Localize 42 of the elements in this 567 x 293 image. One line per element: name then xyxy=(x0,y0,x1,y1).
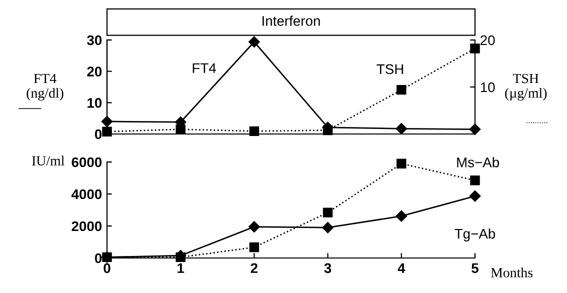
y2-tick-label: 20 xyxy=(480,35,495,46)
point xyxy=(396,210,408,222)
point xyxy=(469,190,481,202)
point xyxy=(102,126,112,137)
series-label: FT4 xyxy=(192,63,216,73)
point xyxy=(469,124,481,135)
y-axis-title: FT4 (ng/dl) xyxy=(26,74,64,101)
point xyxy=(248,36,260,48)
y-tick-label: 0 xyxy=(94,253,102,264)
series-label: Tg−Ab xyxy=(454,228,496,242)
x-tick-label: 4 xyxy=(398,263,406,273)
point xyxy=(396,84,406,95)
y-tick-label: 2000 xyxy=(72,221,102,232)
x-axis-title: Months xyxy=(490,268,533,278)
y-tick-label: 4000 xyxy=(71,189,102,200)
point xyxy=(470,176,480,186)
x-tick-label: 1 xyxy=(178,263,184,273)
point xyxy=(248,221,260,232)
text: Interferon xyxy=(262,16,320,26)
point xyxy=(249,242,260,252)
x-tick-label: 2 xyxy=(250,263,258,273)
point xyxy=(396,123,408,134)
y2-tick-label: 10 xyxy=(480,82,495,92)
series-label: TSH xyxy=(376,64,404,74)
x-tick-label: 0 xyxy=(104,263,110,274)
point xyxy=(470,44,480,54)
point xyxy=(322,222,334,234)
y-tick-label: 10 xyxy=(88,98,102,108)
y-tick-label: 0 xyxy=(94,129,102,140)
x-tick-label: 3 xyxy=(324,263,332,274)
point xyxy=(322,125,333,136)
point xyxy=(249,126,260,136)
y-axis-title: IU/ml xyxy=(32,156,64,166)
point xyxy=(396,158,406,168)
series-label: Ms−Ab xyxy=(457,157,500,168)
y2-axis-title: TSH (µg/ml) xyxy=(505,74,547,101)
y-tick-label: 20 xyxy=(87,66,102,77)
x-tick-label: 5 xyxy=(472,263,478,274)
point xyxy=(176,124,186,134)
y-tick-label: 30 xyxy=(87,35,102,46)
point xyxy=(322,208,333,218)
y-tick-label: 6000 xyxy=(72,157,102,168)
